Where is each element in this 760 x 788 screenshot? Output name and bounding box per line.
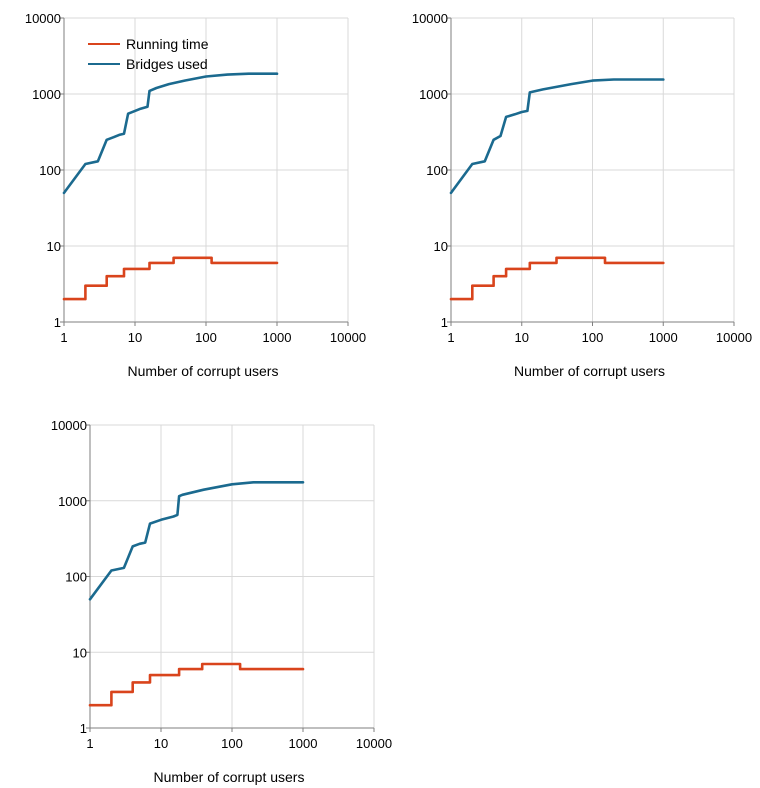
y-tick-label: 1 bbox=[441, 315, 448, 330]
series-line-running-time bbox=[62, 256, 279, 301]
y-tick-label: 10 bbox=[434, 239, 448, 254]
y-tick-label: 10000 bbox=[51, 418, 87, 433]
x-tick-label: 1000 bbox=[649, 330, 678, 345]
x-tick-label: 100 bbox=[582, 330, 604, 345]
y-tick-label: 10 bbox=[47, 239, 61, 254]
chart-panel-1: 1 10 100 1000 10000 1 10 100 1000 10000 Number of … bbox=[25, 11, 366, 379]
x-axis-title: Number of corrupt users bbox=[154, 769, 305, 785]
series-line-bridges-used bbox=[449, 78, 665, 195]
x-axis-title: Number of corrupt users bbox=[128, 363, 279, 379]
x-tick-label: 1 bbox=[447, 330, 454, 345]
x-tick-label: 1 bbox=[60, 330, 67, 345]
y-tick-label: 1 bbox=[54, 315, 61, 330]
legend-entry: Running time bbox=[126, 36, 209, 52]
y-tick-label: 10000 bbox=[25, 11, 61, 26]
y-tick-label: 1000 bbox=[32, 87, 61, 102]
x-tick-label: 1000 bbox=[289, 736, 318, 751]
x-tick-label: 100 bbox=[195, 330, 217, 345]
y-tick-label: 10 bbox=[73, 645, 87, 660]
series-line-bridges-used bbox=[88, 481, 305, 601]
x-tick-label: 10 bbox=[128, 330, 142, 345]
y-tick-label: 1000 bbox=[58, 494, 87, 509]
chart-panel-3: 1 10 100 1000 10000 1 10 100 1000 10000 Number of … bbox=[51, 418, 392, 785]
y-tick-label: 100 bbox=[39, 163, 61, 178]
chart-panel-2: 1 10 100 1000 10000 1 10 100 1000 10000 Number of … bbox=[412, 11, 752, 379]
y-tick-label: 1000 bbox=[419, 87, 448, 102]
x-tick-label: 10000 bbox=[330, 330, 366, 345]
x-tick-label: 10 bbox=[515, 330, 529, 345]
series-line-bridges-used bbox=[62, 72, 279, 195]
y-tick-label: 10000 bbox=[412, 11, 448, 26]
legend-entry: Bridges used bbox=[126, 56, 208, 72]
y-tick-label: 100 bbox=[65, 570, 87, 585]
x-tick-label: 1000 bbox=[263, 330, 292, 345]
x-tick-label: 10 bbox=[154, 736, 168, 751]
x-tick-label: 1 bbox=[86, 736, 93, 751]
series-line-running-time bbox=[449, 256, 665, 301]
series-line-running-time bbox=[88, 662, 305, 707]
x-axis-title: Number of corrupt users bbox=[514, 363, 665, 379]
x-tick-label: 10000 bbox=[716, 330, 752, 345]
x-tick-label: 100 bbox=[221, 736, 243, 751]
y-tick-label: 1 bbox=[80, 721, 87, 736]
x-tick-label: 10000 bbox=[356, 736, 392, 751]
y-tick-label: 100 bbox=[426, 163, 448, 178]
